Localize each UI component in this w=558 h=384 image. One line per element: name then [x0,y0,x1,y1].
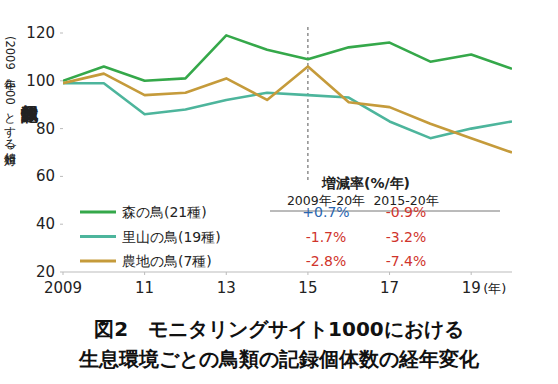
chart-subtitle: 生息環境ごとの鳥類の記録個体数の経年変化 [78,347,480,371]
series-group [63,35,512,152]
table-cell: -0.9% [386,204,427,220]
x-tick-label: 17 [380,279,399,297]
legend-swatch [80,260,116,263]
legend-label: 森の鳥(21種) [122,204,207,220]
chart-root: 2040608010012020091113151719(年)森の鳥(21種)里… [0,0,558,384]
x-tick [471,272,472,275]
x-tick [144,272,145,275]
y-tick-label: 80 [36,120,55,138]
x-tick [307,272,308,275]
series-line [63,35,512,80]
x-axis-line [63,272,512,273]
x-tick-label: 2009 [44,279,82,297]
legend-label: 里山の鳥(19種) [122,229,221,245]
x-axis-label: (年) [483,281,506,296]
x-tick-label: 11 [135,279,154,297]
chart-svg: 2040608010012020091113151719(年)森の鳥(21種)里… [0,0,558,384]
y-tick [60,176,63,177]
legend-swatch [80,235,116,238]
y-tick [60,128,63,129]
series-line [63,66,512,152]
legend-swatch [80,211,116,214]
y-tick-label: 40 [36,215,55,233]
x-tick [63,272,64,275]
y-tick-label: 120 [26,24,55,42]
reference-line [307,27,308,182]
table-title: 増減率(%/年) [321,175,410,191]
table-cell: -1.7% [306,229,347,245]
y-tick [60,33,63,34]
y-axis-note: (2009年を100とする相対値) [2,36,17,148]
x-tick-label: 15 [298,279,317,297]
table-cell: -2.8% [306,253,347,269]
x-tick-label: 19 [462,279,481,297]
x-tick-label: 13 [217,279,236,297]
y-tick-label: 60 [36,167,55,185]
x-tick [389,272,390,275]
x-tick [226,272,227,275]
y-tick [60,224,63,225]
table-cell: -3.2% [386,229,427,245]
legend-label: 農地の鳥(7種) [122,253,212,269]
y-tick [60,80,63,81]
y-tick-label: 100 [26,72,55,90]
chart-title: 図2 モニタリングサイト1000における [94,317,464,341]
table-cell: -7.4% [386,253,427,269]
table-cell: +0.7% [302,204,349,220]
